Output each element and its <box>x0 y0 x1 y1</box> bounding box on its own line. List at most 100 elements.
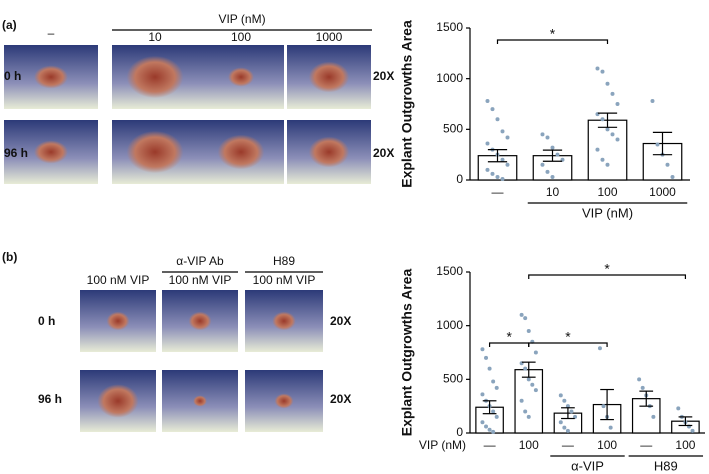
data-point <box>526 414 531 419</box>
magnification: 20X <box>330 314 351 328</box>
group-label: α-VIP <box>571 458 604 473</box>
data-point <box>665 162 670 167</box>
data-point <box>569 409 574 414</box>
data-point <box>495 117 500 122</box>
row-label: 96 h <box>38 392 62 406</box>
column-label: 100 nM VIP <box>253 273 316 287</box>
data-point <box>495 174 500 179</box>
data-point <box>605 81 610 86</box>
data-point <box>650 98 655 103</box>
y-axis-label: Explant Outgrowths Area <box>399 269 415 437</box>
data-point <box>545 135 550 140</box>
data-point <box>485 141 490 146</box>
explant <box>217 134 265 170</box>
data-point <box>494 414 499 419</box>
data-point <box>491 409 496 414</box>
data-point <box>637 377 642 382</box>
data-point <box>484 424 489 429</box>
data-point <box>615 137 620 142</box>
x-tick-label: 100 <box>675 438 695 452</box>
data-point <box>610 91 615 96</box>
explant <box>126 55 184 99</box>
magnification: 20X <box>373 146 394 160</box>
row-label: 0 h <box>38 314 55 328</box>
significance-bracket <box>528 274 687 279</box>
significance-label: * <box>604 261 610 277</box>
data-point <box>595 66 600 71</box>
data-point <box>558 393 563 398</box>
data-point <box>500 129 505 134</box>
data-point <box>600 69 605 74</box>
x-axis-label: VIP (nM) <box>419 438 466 452</box>
data-point <box>485 98 490 103</box>
data-point <box>595 147 600 152</box>
data-point <box>491 429 496 434</box>
panel-label: (a) <box>2 18 17 32</box>
data-point <box>530 382 535 387</box>
data-point <box>608 425 613 430</box>
explant <box>126 130 184 174</box>
data-point <box>523 366 528 371</box>
data-point <box>480 420 485 425</box>
data-point <box>565 428 570 433</box>
data-point <box>523 316 528 321</box>
data-point <box>651 414 656 419</box>
magnification: 20X <box>373 69 394 83</box>
explant <box>228 67 254 87</box>
significance-label: * <box>506 329 512 345</box>
data-point <box>491 379 496 384</box>
explant <box>308 136 350 168</box>
column-label: – <box>48 26 55 40</box>
data-point <box>605 127 610 132</box>
y-tick-label: 0 <box>456 425 463 439</box>
significance-bracket <box>496 39 609 44</box>
data-point <box>676 406 681 411</box>
explant <box>106 311 130 331</box>
data-point <box>545 169 550 174</box>
explant <box>193 395 207 407</box>
data-point <box>562 398 567 403</box>
data-point <box>640 385 645 390</box>
column-label: 100 nM VIP <box>87 273 150 287</box>
data-point <box>519 312 524 317</box>
x-tick-label: — <box>484 438 496 452</box>
data-point <box>540 132 545 137</box>
data-point <box>523 409 528 414</box>
column-label: 100 nM VIP <box>169 273 232 287</box>
data-point <box>555 152 560 157</box>
explant <box>274 393 294 409</box>
significance-label: * <box>565 329 571 345</box>
data-point <box>505 162 510 167</box>
data-point <box>610 132 615 137</box>
x-tick-label: 100 <box>597 185 617 199</box>
x-tick-label: — <box>640 438 652 452</box>
row-label: 96 h <box>4 146 28 160</box>
data-point <box>600 117 605 122</box>
significance-bracket <box>528 342 608 347</box>
data-point <box>480 392 485 397</box>
data-point <box>533 350 538 355</box>
data-point <box>519 398 524 403</box>
data-point <box>600 157 605 162</box>
x-tick-label: 100 <box>597 438 617 452</box>
group-label: VIP (nM) <box>218 12 265 26</box>
data-point <box>526 329 531 334</box>
data-point <box>655 142 660 147</box>
y-tick-label: 0 <box>456 172 463 186</box>
data-point <box>490 171 495 176</box>
data-point <box>494 385 499 390</box>
y-tick-label: 1000 <box>436 318 463 332</box>
data-point <box>540 162 545 167</box>
explant <box>34 65 68 89</box>
data-point <box>615 102 620 106</box>
column-group: α-VIP Ab <box>176 254 224 268</box>
data-point <box>562 425 567 430</box>
group-label: H89 <box>654 458 678 473</box>
magnification: 20X <box>330 392 351 406</box>
x-tick-label: 10 <box>546 185 560 199</box>
column-group: H89 <box>273 254 295 268</box>
data-point <box>490 107 495 112</box>
group-label: VIP (nM) <box>582 205 633 220</box>
column-label: 10 <box>148 30 162 44</box>
